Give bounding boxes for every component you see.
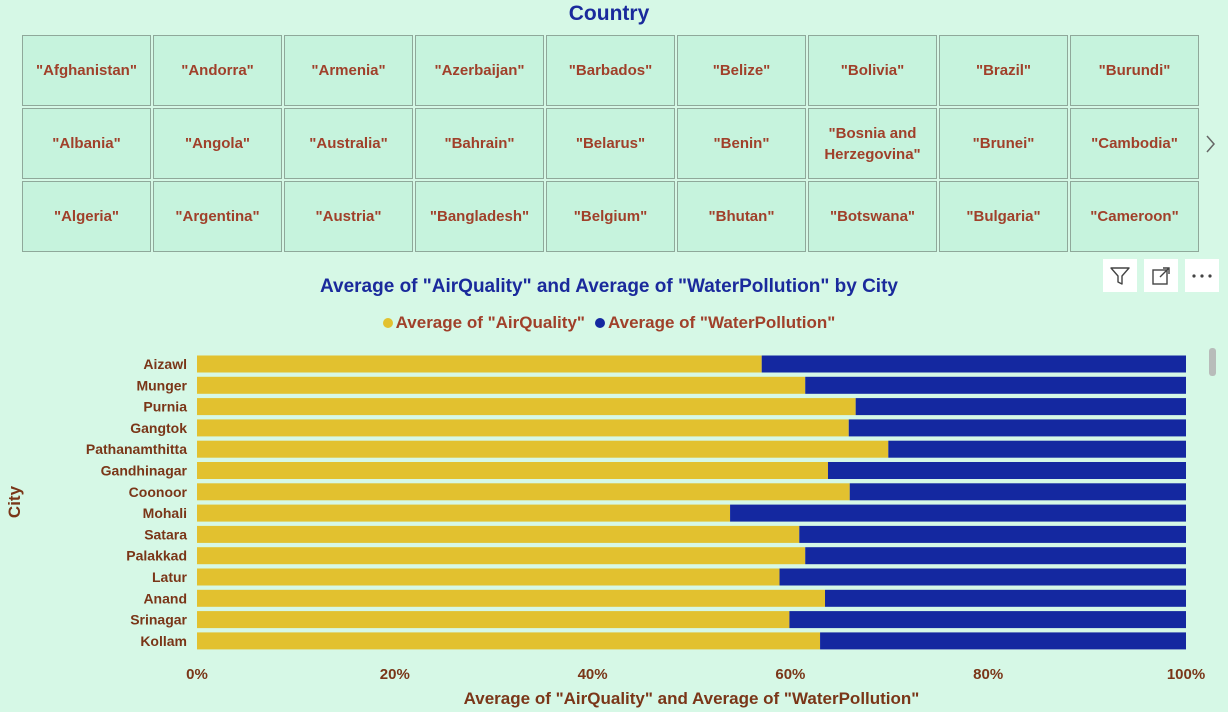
slicer-title: Country bbox=[568, 2, 650, 25]
country-tile[interactable]: "Afghanistan" bbox=[22, 35, 151, 106]
filter-icon[interactable] bbox=[1103, 259, 1137, 292]
bar-segment[interactable] bbox=[888, 440, 1186, 458]
bar-segment[interactable] bbox=[197, 504, 731, 522]
y-tick-label: Pathanamthitta bbox=[86, 441, 187, 457]
bar-segment[interactable] bbox=[197, 547, 806, 565]
country-tile[interactable]: "Andorra" bbox=[153, 35, 282, 106]
legend-label-air-quality: Average of "AirQuality" bbox=[395, 313, 585, 332]
bar-segment[interactable] bbox=[761, 355, 1186, 373]
country-tile[interactable]: "Bolivia" bbox=[808, 35, 937, 106]
chevron-right-icon[interactable] bbox=[1202, 132, 1218, 156]
country-tile[interactable]: "Belize" bbox=[677, 35, 806, 106]
country-tile[interactable]: "Argentina" bbox=[153, 181, 282, 252]
chart-legend: Average of "AirQuality" Average of "Wate… bbox=[0, 313, 1218, 333]
country-tile[interactable]: "Botswana" bbox=[808, 181, 937, 252]
y-tick-label: Gandhinagar bbox=[101, 463, 188, 479]
country-tile[interactable]: "Angola" bbox=[153, 108, 282, 179]
y-tick-label: Srinagar bbox=[130, 612, 187, 628]
y-axis-title: City bbox=[5, 485, 24, 518]
country-slicer-tiles: "Afghanistan" "Andorra" "Armenia" "Azerbaij… bbox=[22, 35, 1199, 252]
legend-dot-water-pollution bbox=[594, 318, 605, 328]
country-tile[interactable]: "Brunei" bbox=[939, 108, 1068, 179]
bar-segment[interactable] bbox=[848, 419, 1186, 437]
bar-segment[interactable] bbox=[197, 419, 849, 437]
country-tile[interactable]: "Bangladesh" bbox=[415, 181, 544, 252]
legend-item-air-quality[interactable]: Average of "AirQuality" bbox=[382, 313, 585, 333]
country-tile[interactable]: "Algeria" bbox=[22, 181, 151, 252]
bar-segment[interactable] bbox=[197, 632, 821, 650]
x-tick-label: 80% bbox=[973, 666, 1003, 683]
x-tick-label: 40% bbox=[578, 666, 608, 683]
focus-mode-icon[interactable] bbox=[1144, 259, 1178, 292]
bar-segment[interactable] bbox=[197, 355, 762, 373]
y-tick-label: Satara bbox=[144, 526, 187, 542]
country-tile[interactable]: "Bhutan" bbox=[677, 181, 806, 252]
legend-label-water-pollution: Average of "WaterPollution" bbox=[607, 313, 836, 332]
country-tile[interactable]: "Brazil" bbox=[939, 35, 1068, 106]
y-tick-label: Kollam bbox=[140, 633, 187, 649]
country-tile[interactable]: "Cambodia" bbox=[1070, 108, 1199, 179]
bar-segment[interactable] bbox=[197, 398, 856, 416]
bar-segment[interactable] bbox=[827, 462, 1186, 479]
bar-segment[interactable] bbox=[849, 483, 1186, 501]
bar-segment[interactable] bbox=[197, 589, 826, 607]
y-tick-label: Palakkad bbox=[126, 548, 187, 564]
bar-segment[interactable] bbox=[805, 547, 1186, 565]
country-tile[interactable]: "Australia" bbox=[284, 108, 413, 179]
x-tick-label: 20% bbox=[380, 666, 410, 683]
country-tile[interactable]: "Benin" bbox=[677, 108, 806, 179]
bar-segment[interactable] bbox=[197, 440, 889, 458]
country-tile[interactable]: "Azerbaijan" bbox=[415, 35, 544, 106]
country-tile[interactable]: "Cameroon" bbox=[1070, 181, 1199, 252]
bar-segment[interactable] bbox=[197, 483, 850, 501]
y-tick-label: Munger bbox=[136, 377, 187, 393]
y-tick-label: Anand bbox=[143, 590, 187, 606]
bar-segment[interactable] bbox=[197, 462, 828, 479]
country-tile[interactable]: "Belgium" bbox=[546, 181, 675, 252]
chart-title: Average of "AirQuality" and Average of "… bbox=[320, 276, 898, 297]
more-options-icon[interactable] bbox=[1185, 259, 1219, 292]
bar-segment[interactable] bbox=[730, 504, 1186, 522]
country-tile[interactable]: "Bulgaria" bbox=[939, 181, 1068, 252]
bar-segment[interactable] bbox=[825, 589, 1186, 607]
country-tile[interactable]: "Albania" bbox=[22, 108, 151, 179]
chart-scrollbar[interactable] bbox=[1209, 348, 1216, 376]
bar-segment[interactable] bbox=[820, 632, 1186, 650]
country-tile[interactable]: "Bosnia and Herzegovina" bbox=[808, 108, 937, 179]
y-tick-label: Mohali bbox=[143, 505, 187, 521]
bar-segment[interactable] bbox=[197, 568, 780, 586]
country-tile[interactable]: "Barbados" bbox=[546, 35, 675, 106]
country-tile[interactable]: "Belarus" bbox=[546, 108, 675, 179]
x-tick-label: 100% bbox=[1167, 666, 1205, 683]
y-tick-label: Latur bbox=[152, 569, 188, 585]
bar-segment[interactable] bbox=[197, 525, 800, 543]
y-tick-label: Purnia bbox=[143, 399, 187, 415]
legend-item-water-pollution[interactable]: Average of "WaterPollution" bbox=[594, 313, 836, 333]
y-tick-label: Gangtok bbox=[130, 420, 187, 436]
bar-segment[interactable] bbox=[855, 398, 1186, 416]
x-axis-title: Average of "AirQuality" and Average of "… bbox=[464, 689, 920, 708]
x-tick-label: 60% bbox=[775, 666, 805, 683]
y-tick-label: Coonoor bbox=[129, 484, 188, 500]
bar-segment[interactable] bbox=[805, 376, 1186, 394]
legend-dot-air-quality bbox=[382, 318, 393, 328]
country-tile[interactable]: "Austria" bbox=[284, 181, 413, 252]
bar-segment[interactable] bbox=[799, 525, 1186, 543]
country-tile[interactable]: "Armenia" bbox=[284, 35, 413, 106]
country-tile[interactable]: "Burundi" bbox=[1070, 35, 1199, 106]
bar-segment[interactable] bbox=[197, 376, 806, 394]
bar-segment[interactable] bbox=[779, 568, 1186, 586]
bar-segment[interactable] bbox=[197, 611, 790, 629]
x-tick-label: 0% bbox=[186, 666, 208, 683]
y-tick-label: Aizawl bbox=[143, 356, 187, 372]
bar-segment[interactable] bbox=[789, 611, 1186, 629]
country-tile[interactable]: "Bahrain" bbox=[415, 108, 544, 179]
